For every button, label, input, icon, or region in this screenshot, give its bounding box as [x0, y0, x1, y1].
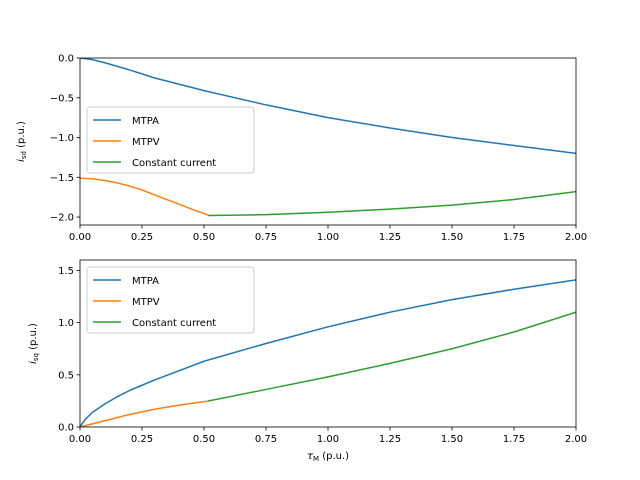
x-tick-label: 0.00 — [69, 434, 91, 445]
y-axis-label: isq (p.u.) — [28, 323, 40, 364]
legend-entry: Constant current — [132, 158, 216, 169]
legend: MTPA MTPV Constant current — [86, 106, 255, 174]
x-tick-label: 1.75 — [503, 434, 525, 445]
series-group — [80, 279, 576, 427]
series-line-mtpa — [80, 279, 576, 427]
x-tick-label: 1.50 — [441, 232, 463, 243]
x-tick-label: 0.00 — [69, 232, 91, 243]
series-line-constant-current — [208, 190, 576, 217]
y-tick-label: −1.0 — [50, 133, 74, 144]
series-group — [80, 58, 576, 217]
y-tick-label: 0.5 — [58, 370, 74, 381]
x-axis-label-unit: (p.u.) — [319, 451, 349, 462]
x-axis-label-main: τ — [307, 451, 314, 462]
y-axis-label-unit: (p.u.) — [28, 323, 39, 353]
legend-box — [86, 266, 255, 334]
x-tick-label: 1.00 — [317, 232, 339, 243]
y-tick-label: −1.5 — [50, 173, 74, 184]
y-axis-label-unit: (p.u.) — [16, 121, 27, 151]
x-tick-label: 0.50 — [193, 232, 215, 243]
legend-entry: MTPA — [132, 116, 159, 127]
x-tick-label: 0.50 — [193, 434, 215, 445]
x-tick-label: 0.75 — [255, 232, 277, 243]
y-axis-label-sub: sq — [32, 353, 40, 361]
y-axis-label-main: i — [16, 159, 27, 162]
x-tick-label: 2.00 — [565, 434, 587, 445]
y-tick-label: 0.0 — [58, 423, 74, 434]
x-tick-label: 0.75 — [255, 434, 277, 445]
series-line-mtpv — [80, 177, 210, 217]
x-tick-label: 0.25 — [131, 232, 153, 243]
legend-entry: MTPV — [132, 297, 160, 308]
x-axis-label-sub: M — [313, 455, 319, 463]
x-tick-label: 2.00 — [565, 232, 587, 243]
series-line-constant-current — [208, 311, 576, 402]
y-axis-label-sub: sd — [20, 151, 28, 159]
x-tick-label: 1.75 — [503, 232, 525, 243]
x-tick-label: 0.25 — [131, 434, 153, 445]
legend-entry: Constant current — [132, 318, 216, 329]
y-tick-label: −0.5 — [50, 93, 74, 104]
x-tick-label: 1.25 — [379, 232, 401, 243]
y-axis-label: isd (p.u.) — [16, 121, 28, 162]
legend-entry: MTPA — [132, 276, 159, 287]
legend-box — [86, 106, 255, 174]
y-tick-label: 1.0 — [58, 318, 74, 329]
y-tick-label: 1.5 — [58, 266, 74, 277]
x-tick-label: 1.50 — [441, 434, 463, 445]
series-line-mtpv — [80, 400, 210, 427]
y-axis-label-main: i — [28, 361, 39, 364]
y-tick-label: 0.0 — [58, 54, 74, 65]
x-axis-label: τM (p.u.) — [307, 451, 349, 463]
subplot-2: 0.00 0.25 0.50 0.75 1.00 1.25 1.50 1.75 2.00 0.0 0… — [28, 259, 587, 463]
subplot-1: 0.00 0.25 0.50 0.75 1.00 1.25 1.50 1.75 2.00 0.0 −… — [16, 54, 587, 244]
y-tick-label: −2.0 — [50, 213, 74, 224]
legend: MTPA MTPV Constant current — [86, 266, 255, 334]
x-tick-label: 1.25 — [379, 434, 401, 445]
legend-entry: MTPV — [132, 137, 160, 148]
x-tick-label: 1.00 — [317, 434, 339, 445]
series-line-mtpa — [80, 58, 576, 155]
